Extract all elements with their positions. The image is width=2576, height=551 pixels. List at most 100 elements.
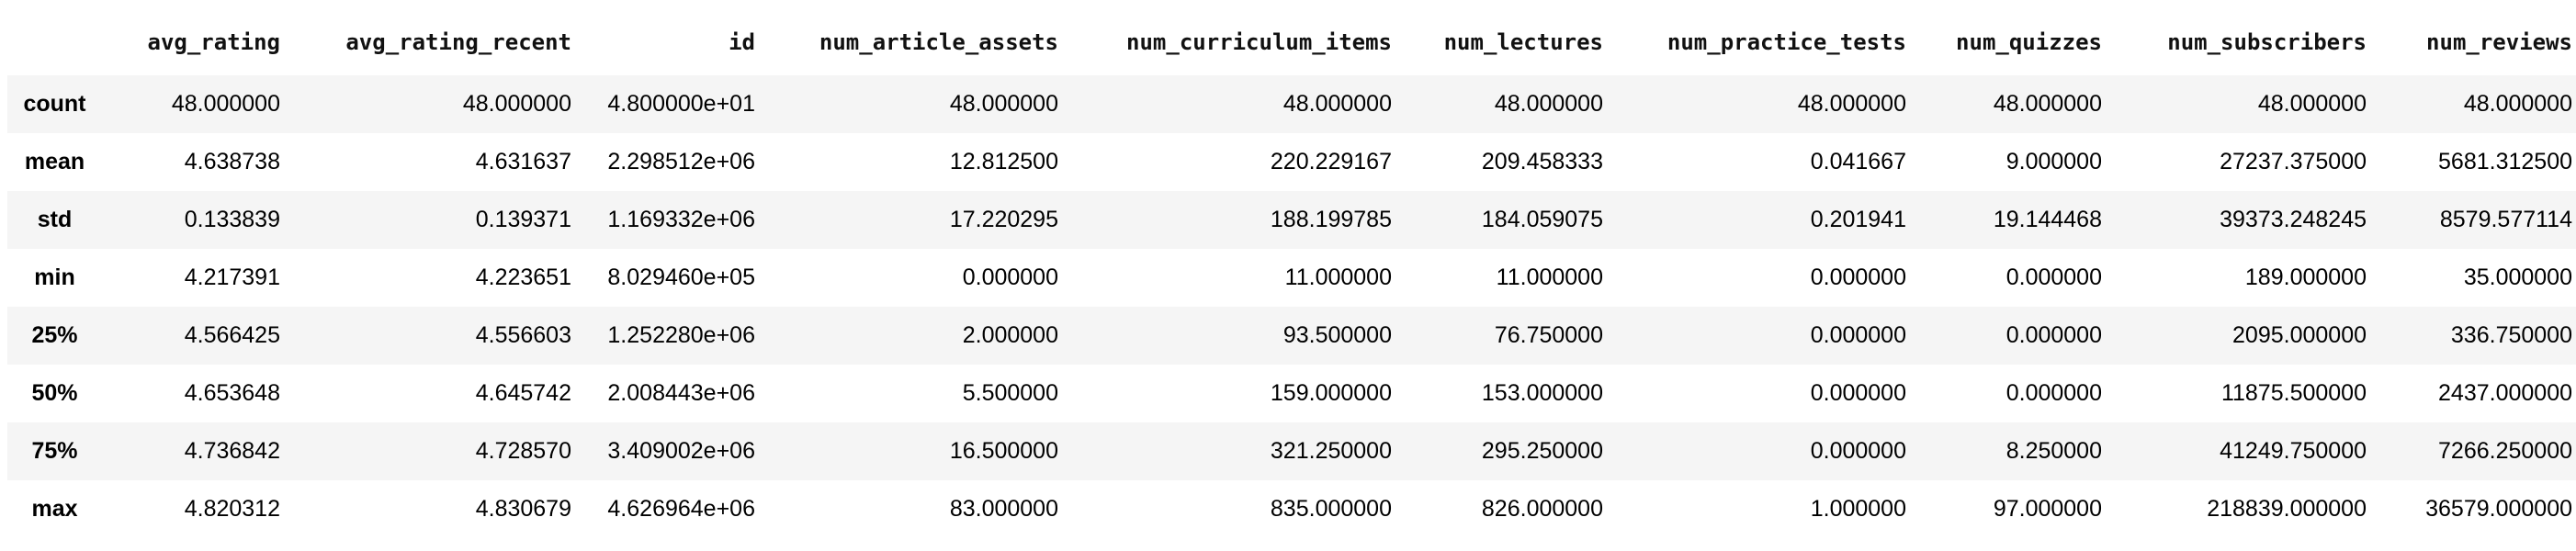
column-header: id — [729, 29, 755, 55]
index-header — [7, 9, 106, 75]
table-cell: 4.736842 — [184, 438, 280, 464]
table-cell: 16.500000 — [949, 438, 1058, 464]
table-cell: 153.000000 — [1481, 380, 1603, 406]
column-header: avg_rating_recent — [345, 29, 571, 55]
table-cell: 336.750000 — [2450, 322, 2572, 348]
table-row: min 4.217391 4.223651 8.029460e+05 0.000000 1… — [7, 249, 2576, 307]
table-cell: 189.000000 — [2244, 264, 2367, 290]
table-cell: 48.000000 — [171, 91, 280, 117]
table-cell: 11.000000 — [1496, 264, 1603, 290]
table-cell: 93.500000 — [1282, 322, 1392, 348]
table-cell: 295.250000 — [1481, 438, 1603, 464]
table-cell: 39373.248245 — [2220, 207, 2367, 232]
table-cell: 76.750000 — [1494, 322, 1603, 348]
table-cell: 220.229167 — [1270, 149, 1392, 174]
row-index-label: min — [34, 264, 75, 290]
table-cell: 4.217391 — [184, 264, 280, 290]
table-row: 75% 4.736842 4.728570 3.409002e+06 16.500000… — [7, 422, 2576, 480]
table-cell: 0.041667 — [1810, 149, 1906, 174]
table-cell: 1.000000 — [1810, 496, 1906, 522]
table-cell: 35.000000 — [2463, 264, 2572, 290]
table-cell: 4.820312 — [184, 496, 280, 522]
table-cell: 48.000000 — [1993, 91, 2102, 117]
table-cell: 2.008443e+06 — [607, 380, 755, 406]
table-cell: 0.000000 — [1810, 264, 1906, 290]
column-header: num_curriculum_items — [1126, 29, 1392, 55]
table-cell: 0.139371 — [475, 207, 571, 232]
table-cell: 0.000000 — [1810, 380, 1906, 406]
table-cell: 97.000000 — [1993, 496, 2102, 522]
table-cell: 835.000000 — [1270, 496, 1392, 522]
table-cell: 0.000000 — [1810, 322, 1906, 348]
table-cell: 4.626964e+06 — [607, 496, 755, 522]
table-cell: 4.830679 — [475, 496, 571, 522]
table-cell: 48.000000 — [2257, 91, 2367, 117]
table-cell: 19.144468 — [1993, 207, 2102, 232]
table-row: count 48.000000 48.000000 4.800000e+01 48.00… — [7, 75, 2576, 133]
table-cell: 0.000000 — [2005, 322, 2102, 348]
table-cell: 11875.500000 — [2220, 380, 2367, 406]
table-cell: 48.000000 — [1797, 91, 1906, 117]
column-header: num_practice_tests — [1666, 29, 1906, 55]
table-cell: 4.223651 — [475, 264, 571, 290]
table-cell: 2095.000000 — [2232, 322, 2367, 348]
table-cell: 2437.000000 — [2438, 380, 2572, 406]
table-cell: 4.728570 — [475, 438, 571, 464]
table-cell: 4.631637 — [475, 149, 571, 174]
row-index-label: 75% — [31, 438, 78, 464]
table-cell: 5.500000 — [962, 380, 1058, 406]
row-index-label: std — [37, 207, 73, 232]
table-row: 25% 4.566425 4.556603 1.252280e+06 2.000000 9… — [7, 307, 2576, 365]
column-header: num_subscribers — [2167, 29, 2367, 55]
row-index-label: mean — [24, 149, 85, 174]
table-cell: 5681.312500 — [2438, 149, 2572, 174]
table-row: max 4.820312 4.830679 4.626964e+06 83.000000… — [7, 480, 2576, 538]
table-cell: 9.000000 — [2005, 149, 2102, 174]
table-cell: 17.220295 — [949, 207, 1058, 232]
table-cell: 4.556603 — [475, 322, 571, 348]
column-header: num_reviews — [2426, 29, 2572, 55]
table-cell: 48.000000 — [462, 91, 571, 117]
table-cell: 4.645742 — [475, 380, 571, 406]
column-header: avg_rating — [147, 29, 281, 55]
table-cell: 8579.577114 — [2439, 207, 2572, 232]
table-cell: 83.000000 — [949, 496, 1058, 522]
table-cell: 48.000000 — [1494, 91, 1603, 117]
table-cell: 0.000000 — [1810, 438, 1906, 464]
row-index-label: max — [31, 496, 78, 522]
table-cell: 184.059075 — [1481, 207, 1603, 232]
row-index-label: 25% — [31, 322, 78, 348]
table-cell: 41249.750000 — [2220, 438, 2367, 464]
table-cell: 4.800000e+01 — [607, 91, 755, 117]
table-cell: 11.000000 — [1284, 264, 1392, 290]
table-cell: 0.000000 — [2005, 380, 2102, 406]
table-cell: 1.252280e+06 — [607, 322, 755, 348]
row-index-label: count — [23, 91, 86, 117]
table-cell: 4.638738 — [184, 149, 280, 174]
table-cell: 1.169332e+06 — [607, 207, 755, 232]
table-cell: 48.000000 — [949, 91, 1058, 117]
table-cell: 0.000000 — [2005, 264, 2102, 290]
table-cell: 209.458333 — [1481, 149, 1603, 174]
table-row: mean 4.638738 4.631637 2.298512e+06 12.81250… — [7, 133, 2576, 191]
table-cell: 218839.000000 — [2207, 496, 2367, 522]
table-cell: 3.409002e+06 — [607, 438, 755, 464]
table-cell: 2.000000 — [962, 322, 1058, 348]
table-cell: 4.653648 — [184, 380, 280, 406]
table-cell: 12.812500 — [949, 149, 1058, 174]
table-cell: 7266.250000 — [2438, 438, 2572, 464]
describe-table: avg_rating avg_rating_recent id num_arti… — [7, 9, 2576, 538]
table-cell: 27237.375000 — [2220, 149, 2367, 174]
column-header: num_quizzes — [1956, 29, 2102, 55]
table-cell: 2.298512e+06 — [607, 149, 755, 174]
table-cell: 48.000000 — [1282, 91, 1392, 117]
row-index-label: 50% — [31, 380, 78, 406]
table-cell: 8.250000 — [2005, 438, 2102, 464]
table-row: 50% 4.653648 4.645742 2.008443e+06 5.500000 1… — [7, 365, 2576, 422]
table-cell: 48.000000 — [2463, 91, 2572, 117]
table-row: std 0.133839 0.139371 1.169332e+06 17.220295… — [7, 191, 2576, 249]
column-header: num_lectures — [1443, 29, 1603, 55]
column-header: num_article_assets — [819, 29, 1058, 55]
table-cell: 826.000000 — [1481, 496, 1603, 522]
